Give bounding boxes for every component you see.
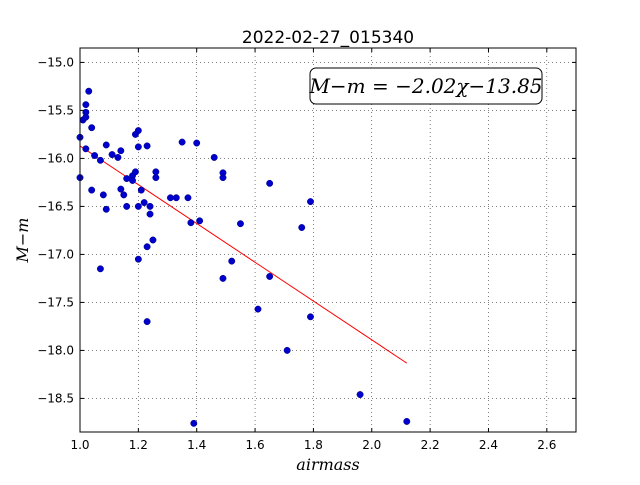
equation-annotation: M−m = −2.02χ−13.85 — [308, 67, 543, 105]
y-tick-label: −15.0 — [37, 55, 74, 69]
data-point — [137, 186, 145, 194]
data-point — [102, 141, 110, 149]
data-point — [166, 194, 174, 202]
data-point — [172, 194, 180, 202]
data-point — [131, 168, 139, 176]
data-point — [82, 101, 90, 109]
data-point — [140, 199, 148, 207]
grid-layer — [79, 48, 576, 432]
x-tick-label: 2.0 — [362, 438, 381, 452]
data-point — [298, 224, 306, 231]
y-tick-label: −16.0 — [37, 151, 74, 165]
data-point — [96, 156, 104, 164]
data-point — [134, 143, 142, 151]
data-point — [120, 191, 128, 199]
data-point — [146, 202, 154, 210]
equation-box — [309, 67, 543, 105]
data-point — [210, 153, 218, 161]
data-point — [152, 168, 160, 176]
data-point — [114, 153, 122, 161]
data-point — [266, 179, 274, 187]
data-point — [82, 113, 90, 121]
y-tick-label: −16.5 — [37, 199, 74, 213]
data-point — [143, 142, 151, 150]
equation-text: M−m = −2.02χ−13.85 — [308, 74, 542, 98]
data-point — [196, 217, 204, 225]
data-point — [96, 265, 104, 273]
data-point — [178, 138, 186, 146]
points-layer — [76, 87, 411, 427]
data-point — [190, 419, 198, 427]
data-point — [266, 273, 274, 280]
data-point — [356, 391, 364, 399]
data-point — [219, 174, 227, 182]
data-point — [134, 255, 142, 263]
data-point — [143, 318, 151, 326]
data-point — [283, 346, 291, 354]
data-point — [88, 186, 96, 194]
data-point — [403, 417, 411, 425]
y-tick-label: −15.5 — [37, 103, 74, 117]
y-tick-label: −18.0 — [37, 343, 74, 357]
data-point — [117, 185, 125, 193]
x-tick-label: 1.8 — [304, 438, 323, 452]
data-point — [134, 127, 142, 135]
data-point — [149, 236, 157, 244]
x-tick-label: 1.2 — [129, 438, 148, 452]
x-tick-label: 2.6 — [537, 438, 556, 452]
x-tick-label: 1.0 — [70, 438, 89, 452]
y-tick-label: −17.5 — [37, 295, 74, 309]
data-point — [99, 191, 107, 199]
x-axis-label: airmass — [296, 455, 359, 474]
data-point — [123, 202, 131, 210]
x-tick-label: 2.4 — [479, 438, 498, 452]
data-point — [228, 257, 236, 265]
data-point — [146, 210, 154, 218]
data-point — [184, 194, 192, 202]
data-point — [123, 175, 131, 183]
data-point — [307, 313, 314, 321]
data-point — [117, 147, 125, 155]
data-point — [143, 243, 151, 251]
data-point — [85, 87, 93, 95]
data-point — [129, 177, 136, 184]
data-point — [108, 151, 116, 159]
data-point — [152, 174, 160, 182]
ticks-layer — [79, 48, 576, 432]
data-point — [102, 205, 110, 213]
y-axis-label: M−m — [13, 218, 32, 264]
data-point — [193, 139, 201, 147]
x-tick-label: 1.6 — [246, 438, 265, 452]
x-tick-label: 2.2 — [421, 438, 440, 452]
data-point — [187, 219, 195, 227]
y-tick-label: −17.0 — [37, 247, 74, 261]
data-point — [91, 152, 99, 159]
tick-labels: 1.0 1.2 1.4 1.6 1.8 2.0 2.2 2.4 2.6 −15.0 −15.5 −16… — [37, 55, 556, 452]
x-tick-label: 1.4 — [187, 438, 206, 452]
plot-frame — [79, 47, 577, 433]
data-point — [254, 305, 262, 313]
data-point — [82, 145, 90, 153]
data-point — [307, 198, 314, 206]
chart-title: 2022-02-27_015340 — [242, 28, 414, 48]
data-point — [134, 202, 142, 210]
y-tick-label: −18.5 — [37, 391, 74, 405]
data-point — [88, 124, 96, 132]
data-point — [219, 274, 227, 282]
data-point — [237, 220, 244, 228]
